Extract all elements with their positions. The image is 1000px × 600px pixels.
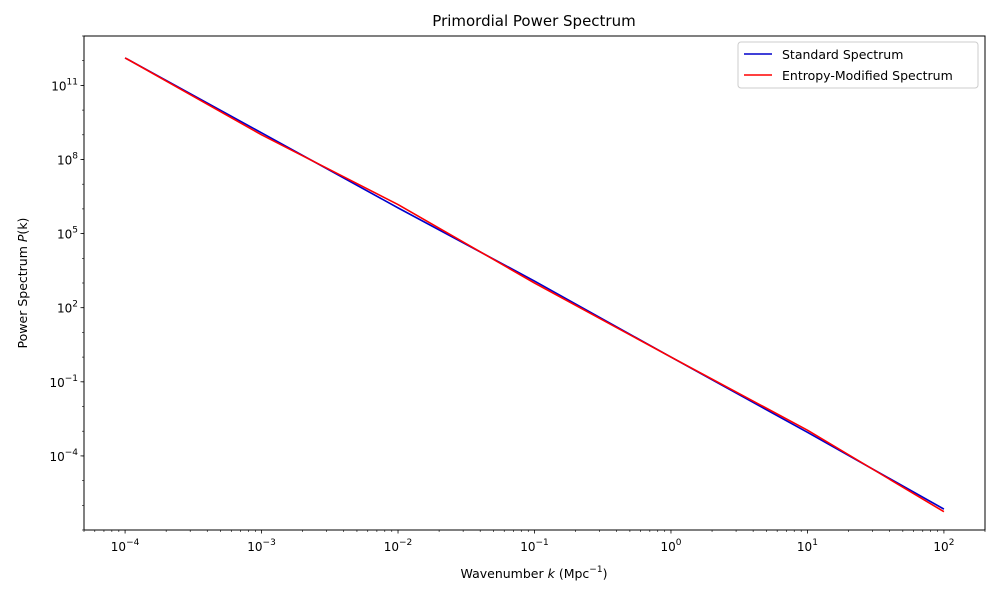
y-tick-label: 105: [57, 226, 78, 242]
legend-label-standard: Standard Spectrum: [782, 47, 903, 62]
x-tick-label: 100: [660, 538, 681, 554]
y-tick-label: 102: [57, 300, 78, 316]
x-tick-label: 101: [797, 538, 818, 554]
legend-label-entropy: Entropy-Modified Spectrum: [782, 68, 953, 83]
x-tick-label: 102: [933, 538, 954, 554]
plot-lines: [124, 57, 945, 513]
x-axis: 10−4 10−3 10−2 10−1 100 101 102: [83, 530, 986, 554]
x-tick-label: 10−1: [520, 538, 549, 554]
legend-box: [737, 41, 979, 89]
x-tick-label: 10−4: [111, 538, 140, 554]
series-line-0: [124, 57, 945, 510]
y-tick-label: 10−4: [49, 448, 78, 464]
chart-title: Primordial Power Spectrum: [432, 12, 635, 30]
y-axis: 10−4 10−1 102 105 108 1011: [49, 35, 84, 531]
y-tick-label: 10−1: [49, 374, 78, 390]
y-tick-label: 1011: [51, 77, 78, 93]
x-tick-label: 10−2: [384, 538, 413, 554]
x-tick-label: 10−3: [247, 538, 276, 554]
y-tick-label: 108: [57, 152, 78, 168]
y-axis-label: Power Spectrum P(k): [15, 218, 30, 349]
series-line-1: [124, 57, 945, 513]
legend: Standard Spectrum Entropy-Modified Spect…: [737, 41, 979, 89]
x-axis-label: Wavenumber k (Mpc−1): [461, 565, 608, 581]
